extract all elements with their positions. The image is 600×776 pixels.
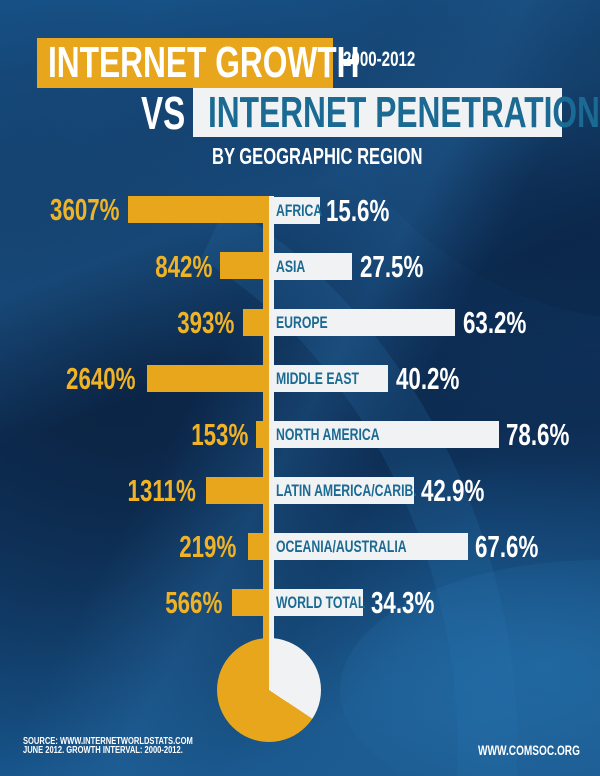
penetration-bar bbox=[269, 533, 468, 560]
region-label: ASIA bbox=[276, 257, 306, 276]
penetration-value: 78.6% bbox=[506, 417, 570, 452]
title-growth: INTERNET GROWTH bbox=[48, 38, 360, 87]
penetration-bar bbox=[269, 365, 388, 392]
growth-bar bbox=[248, 533, 269, 560]
penetration-value: 42.9% bbox=[421, 473, 485, 508]
penetration-bar bbox=[269, 589, 363, 616]
title-penetration: INTERNET PENETRATION bbox=[208, 88, 600, 137]
growth-value: 1311% bbox=[127, 473, 196, 508]
penetration-value: 27.5% bbox=[360, 249, 424, 284]
region-label: WORLD TOTAL bbox=[276, 593, 366, 612]
penetration-bar bbox=[269, 477, 414, 504]
growth-value: 3607% bbox=[50, 192, 120, 227]
penetration-bar bbox=[269, 309, 455, 336]
growth-value: 153% bbox=[190, 417, 248, 452]
penetration-title-box bbox=[193, 88, 562, 137]
world-total-pie-chart bbox=[217, 638, 321, 742]
growth-bar bbox=[206, 477, 269, 504]
penetration-value: 67.6% bbox=[475, 529, 539, 564]
source-line-2: JUNE 2012. GROWTH INTERVAL: 2000-2012. bbox=[23, 744, 183, 756]
title-vs: VS bbox=[141, 87, 186, 139]
region-label: NORTH AMERICA bbox=[276, 425, 380, 444]
subtitle: BY GEOGRAPHIC REGION bbox=[212, 143, 423, 169]
penetration-value: 34.3% bbox=[371, 585, 435, 620]
website-url: WWW.COMSOC.ORG bbox=[478, 742, 580, 758]
title-years: 2000-2012 bbox=[343, 48, 416, 71]
penetration-value: 63.2% bbox=[463, 305, 527, 340]
growth-value: 842% bbox=[154, 249, 212, 284]
penetration-bar bbox=[269, 253, 352, 280]
growth-title-box bbox=[37, 38, 333, 88]
growth-bar bbox=[220, 252, 269, 279]
penetration-bar bbox=[269, 197, 320, 224]
region-label: LATIN AMERICA/CARIB. bbox=[276, 481, 417, 500]
growth-bar bbox=[128, 196, 269, 223]
source-note: SOURCE: WWW.INTERNETWORLDSTATS.COM JUNE … bbox=[23, 735, 193, 756]
growth-value: 2640% bbox=[66, 361, 136, 396]
growth-value: 566% bbox=[164, 585, 222, 620]
penetration-value: 15.6% bbox=[326, 193, 390, 228]
growth-bar bbox=[147, 365, 269, 392]
growth-bar bbox=[256, 421, 269, 448]
region-label: EUROPE bbox=[276, 313, 328, 332]
penetration-bar bbox=[269, 421, 499, 448]
growth-value: 219% bbox=[178, 529, 236, 564]
growth-value: 393% bbox=[176, 305, 234, 340]
region-label: AFRICA bbox=[276, 201, 323, 220]
penetration-value: 40.2% bbox=[396, 361, 460, 396]
growth-bar bbox=[243, 309, 269, 336]
region-label: MIDDLE EAST bbox=[276, 369, 359, 388]
region-label: OCEANIA/AUSTRALIA bbox=[276, 537, 407, 556]
source-line-1: SOURCE: WWW.INTERNETWORLDSTATS.COM bbox=[23, 735, 193, 747]
growth-bar bbox=[232, 589, 269, 616]
